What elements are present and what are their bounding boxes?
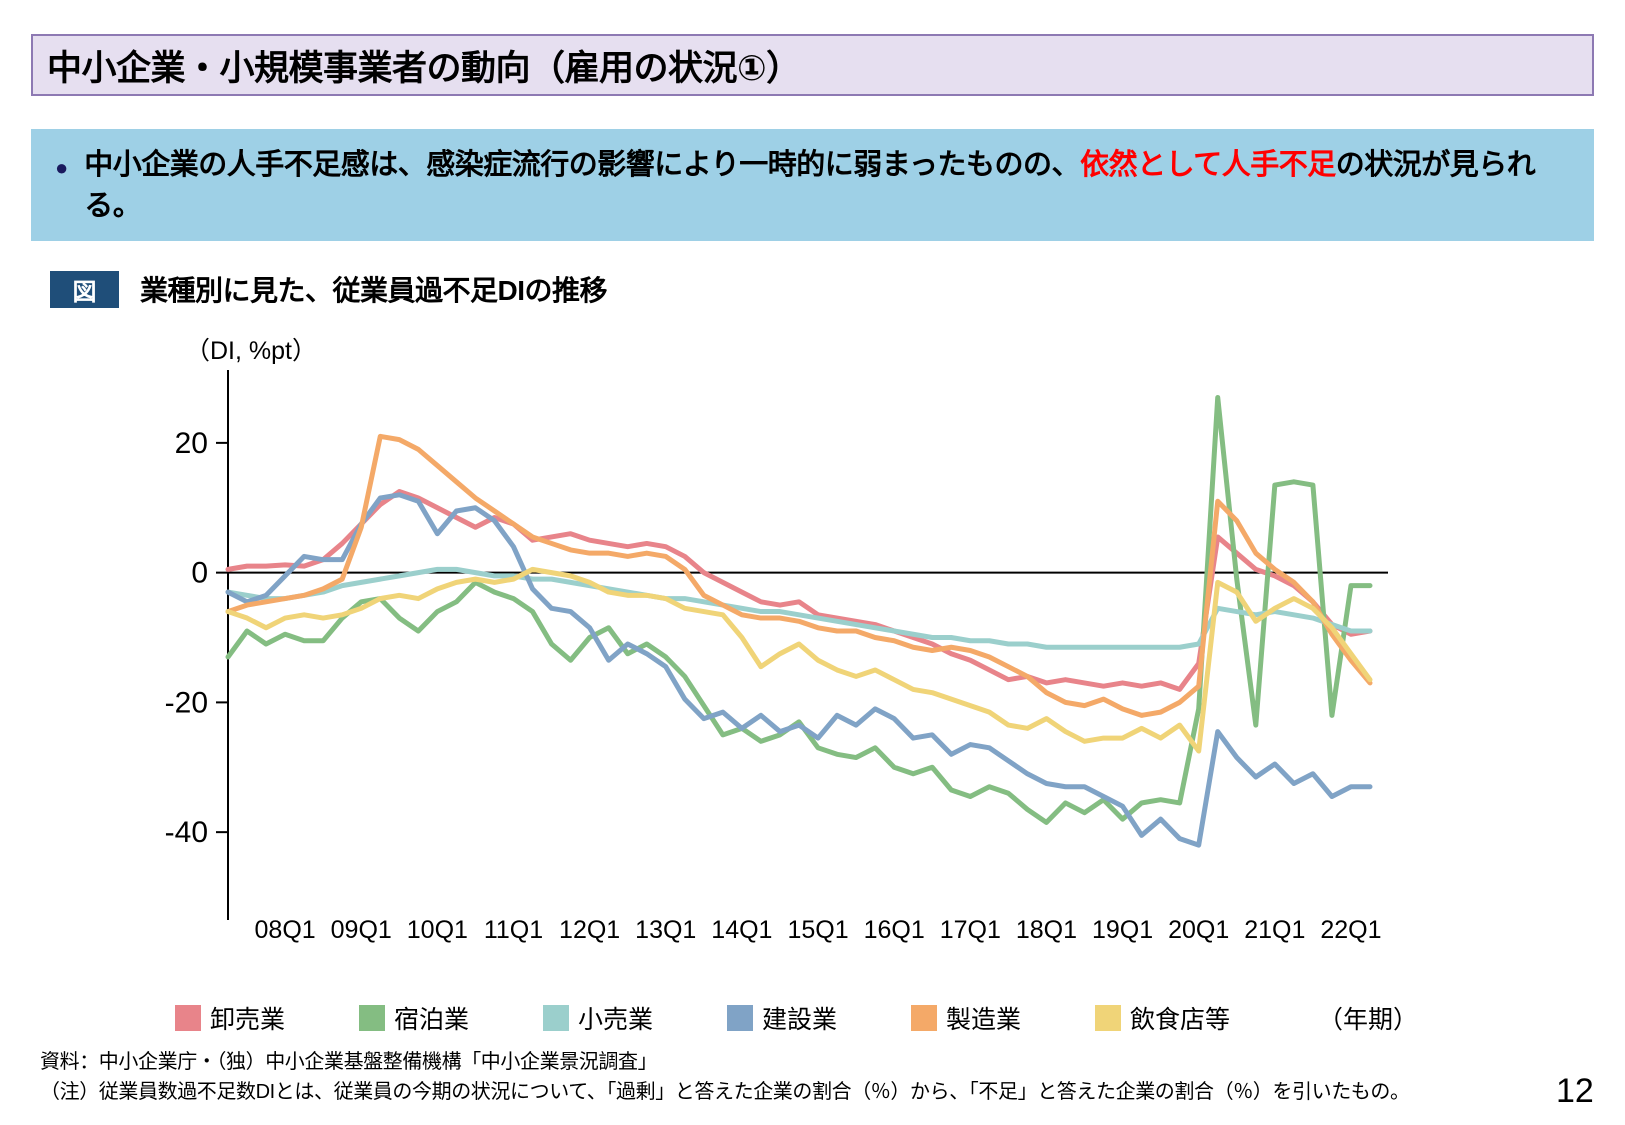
footnotes: 資料：中小企業庁・（独）中小企業基盤整備機構「中小企業景況調査」 （注）従業員数過… [40,1047,1440,1107]
legend-swatch-icon [727,1005,753,1031]
x-axis-labels: 08Q1 09Q1 10Q1 11Q1 12Q1 13Q1 14Q1 15Q1 16Q1 17Q1… [0,916,1625,950]
legend-swatch-icon [543,1005,569,1031]
page-number: 12 [1556,1072,1594,1110]
x-tick-label: 14Q1 [711,916,773,944]
legend-swatch-icon [911,1005,937,1031]
chart-legend: 卸売業 宿泊業 小売業 建設業 製造業 飲食店等 [175,1000,1355,1040]
x-tick-label: 15Q1 [787,916,849,944]
figure-badge: 図 [50,271,119,308]
series-line-製造業 [225,433,1373,718]
y-axis-unit-label: （DI, %pt） [185,337,317,365]
bullet-dot-icon: ● [55,155,69,180]
y-tick-label: -40 [165,816,208,849]
summary-text: 中小企業の人手不足感は、感染症流行の影響により一時的に弱まったものの、依然として… [84,145,1574,241]
legend-label: 建設業 [762,1006,838,1034]
legend-item-建設業[interactable]: 建設業 [727,1000,837,1036]
footnote-line: （注）従業員数過不足数DIとは、従業員の今期の状況について、「過剰」と答えた企業… [40,1081,1410,1103]
legend-item-飲食店等[interactable]: 飲食店等 [1095,1000,1230,1036]
line-chart: 20 0 -20 -40 [40,360,1440,940]
x-tick-label: 10Q1 [406,916,468,944]
x-tick-label: 09Q1 [330,916,392,944]
legend-swatch-icon [359,1005,385,1031]
legend-label: 宿泊業 [394,1006,470,1034]
legend-label: 製造業 [946,1006,1022,1034]
y-tick-label: 20 [175,427,208,460]
legend-label: 飲食店等 [1130,1006,1231,1034]
chart-series-group [225,394,1373,848]
x-tick-label: 17Q1 [939,916,1001,944]
x-tick-label: 21Q1 [1244,916,1306,944]
legend-swatch-icon [175,1005,201,1031]
summary-callout-box: ● 中小企業の人手不足感は、感染症流行の影響により一時的に弱まったものの、依然と… [31,129,1594,241]
x-tick-label: 19Q1 [1091,916,1154,944]
y-axis-ticks: 20 0 -20 -40 [165,427,228,849]
legend-item-小売業[interactable]: 小売業 [543,1000,653,1036]
page-title: 中小企業・小規模事業者の動向（雇用の状況①） [47,48,801,88]
series-line-小売業 [225,566,1373,650]
series-line-卸売業 [225,489,1373,692]
y-tick-label: -20 [165,686,208,719]
x-tick-label: 08Q1 [254,916,316,944]
x-tick-label: 20Q1 [1168,916,1230,944]
legend-label: 小売業 [578,1006,654,1034]
legend-item-卸売業[interactable]: 卸売業 [175,1000,285,1036]
x-tick-label: 18Q1 [1015,916,1078,944]
x-tick-label: 22Q1 [1320,916,1382,944]
y-tick-label: 0 [191,557,208,590]
x-tick-label: 11Q1 [483,916,544,944]
legend-item-製造業[interactable]: 製造業 [911,1000,1021,1036]
legend-item-宿泊業[interactable]: 宿泊業 [359,1000,469,1036]
x-tick-label: 16Q1 [863,916,925,944]
x-axis-unit-label: （年期） [1318,1006,1419,1034]
figure-heading: 業種別に見た、従業員過不足DIの推移 [140,275,608,306]
series-line-飲食店等 [225,566,1373,754]
footnote-line: 資料：中小企業庁・（独）中小企業基盤整備機構「中小企業景況調査」 [40,1051,658,1073]
x-tick-label: 12Q1 [559,916,621,944]
slide-title-bar: 中小企業・小規模事業者の動向（雇用の状況①） [31,34,1594,96]
x-tick-label: 13Q1 [635,916,697,944]
summary-text-after: の状況が見られる。 [84,149,1536,223]
chart-svg: 20 0 -20 -40 [165,370,1388,920]
legend-label: 卸売業 [210,1006,286,1034]
summary-text-before: 中小企業の人手不足感は、感染症流行の影響により一時的に弱まったものの、 [84,149,1081,181]
legend-swatch-icon [1095,1005,1121,1031]
summary-text-highlight: 依然として人手不足 [1080,149,1336,181]
series-line-宿泊業 [225,394,1373,825]
series-line-建設業 [225,492,1373,848]
